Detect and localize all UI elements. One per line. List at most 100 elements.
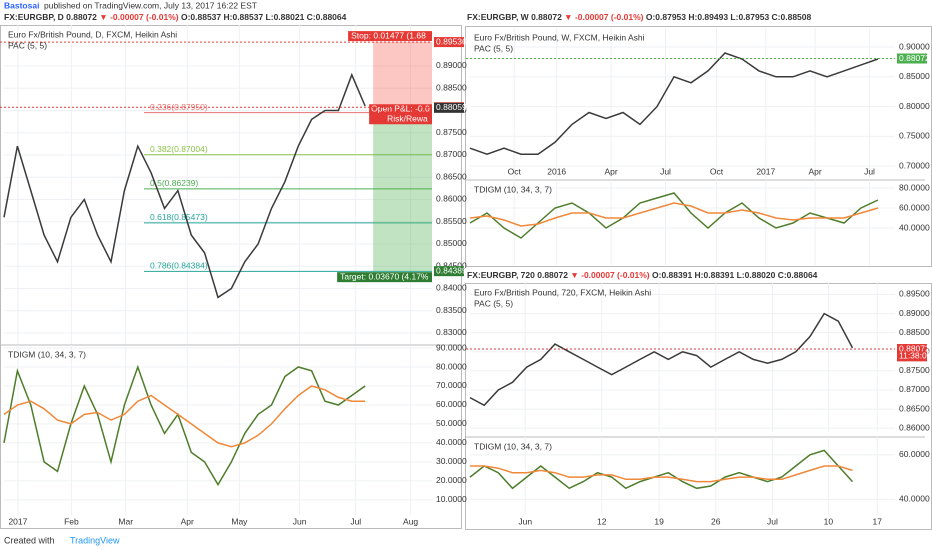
y-tick-label: 0.87500 (899, 365, 930, 375)
stop-zone (373, 42, 432, 108)
fib-label: 0.236(0.87950) (150, 102, 208, 112)
pane-subtitle: PAC (5, 5) (8, 40, 47, 50)
x-tick-label: Apr (604, 166, 617, 176)
x-tick-label: 17 (873, 516, 883, 526)
series-line (3, 72, 366, 299)
y-tick-label: 30.0000 (436, 456, 467, 466)
x-tick-label: Oct (710, 166, 724, 176)
price-tag-label: 0.84389 (436, 265, 467, 275)
y-tick-label: 0.90000 (899, 41, 930, 51)
x-tick-label: Jul (864, 166, 875, 176)
footer-created: Created with (4, 535, 55, 545)
y-tick-label: 0.86500 (436, 171, 467, 181)
target-zone (373, 107, 432, 272)
price-tag (897, 344, 927, 355)
y-tick-label: 0.83000 (436, 327, 467, 337)
symbol-part: O:0.87953 H:0.89493 L:0.87953 C:0.88508 (646, 12, 812, 22)
stop-tag (348, 31, 432, 42)
price-tag (897, 351, 927, 362)
x-tick-label: Feb (64, 516, 79, 526)
price-tag (434, 37, 464, 48)
y-tick-label: 0.89000 (436, 60, 467, 70)
price-tag-label: 11:38:02 (899, 351, 932, 361)
x-tick-label: 19 (654, 516, 664, 526)
x-tick-label: 2017 (8, 516, 27, 526)
y-tick-label: 0.70000 (899, 160, 930, 170)
y-tick-label: 0.86000 (899, 422, 930, 432)
y-tick-label: 0.88500 (899, 327, 930, 337)
y-tick-label: 0.88500 (436, 82, 467, 92)
symbol-line: FX:EURGBP, D 0.88072 ▼ -0.00007 (-0.01%)… (4, 12, 347, 22)
pnl-tag (369, 104, 432, 125)
symbol-part: FX:EURGBP, 720 0.88072 (467, 270, 568, 280)
y-tick-label: 0.80000 (899, 101, 930, 111)
y-tick-label: 0.86500 (899, 403, 930, 413)
published: published on TradingView.com, July 13, 2… (44, 0, 257, 10)
series-line (470, 465, 853, 483)
x-tick-label: 26 (711, 516, 721, 526)
price-tag (434, 266, 464, 277)
footer-brand[interactable]: TradingView (70, 535, 120, 545)
stop-label: Stop: 0.01477 (1.68 (351, 30, 426, 40)
fib-label: 0.786(0.84384) (150, 261, 208, 271)
pane-title: Euro Fx/British Pound, W, FXCM, Heikin A… (474, 32, 645, 42)
symbol-part: FX:EURGBP, D 0.88072 (4, 12, 97, 22)
x-tick-label: Jun (293, 516, 307, 526)
y-tick-label: 70.0000 (436, 380, 467, 390)
x-tick-label: 2016 (547, 166, 566, 176)
x-tick-label: Aug (403, 516, 418, 526)
y-tick-label: 0.85000 (436, 238, 467, 248)
rr-label: Risk/Rewa (387, 113, 428, 123)
x-tick-label: Jul (350, 516, 361, 526)
y-tick-label: 60.0000 (899, 202, 930, 212)
y-tick-label: 40.0000 (436, 437, 467, 447)
series-line (3, 364, 366, 487)
pane-subtitle: PAC (5, 5) (474, 43, 513, 53)
y-tick-label: 0.75000 (899, 131, 930, 141)
target-label: Target: 0.03670 (4.17% (340, 271, 429, 281)
price-tag (434, 102, 464, 113)
symbol-line: FX:EURGBP, 720 0.88072 ▼ -0.00007 (-0.01… (467, 270, 818, 280)
price-tag-label: 0.88072 (899, 343, 930, 353)
x-tick-label: Jul (767, 516, 778, 526)
y-tick-label: 0.87500 (436, 127, 467, 137)
series-line (3, 385, 366, 448)
symbol-part: FX:EURGBP, W 0.88072 (467, 12, 562, 22)
x-tick-label: 2017 (756, 166, 775, 176)
y-tick-label: 20.0000 (436, 475, 467, 485)
price-tag-label: 0.89536 (436, 36, 467, 46)
y-tick-label: 0.87000 (899, 384, 930, 394)
y-tick-label: 0.86000 (436, 194, 467, 204)
series-line (469, 52, 879, 155)
symbol-part: ▼ -0.00007 (-0.01%) (564, 12, 643, 22)
y-tick-label: 0.84000 (436, 283, 467, 293)
symbol-part: ▼ -0.00007 (-0.01%) (99, 12, 178, 22)
y-tick-label: 80.0000 (899, 182, 930, 192)
author[interactable]: Bastosai (4, 0, 39, 10)
y-tick-label: 40.0000 (899, 222, 930, 232)
y-tick-label: 0.85500 (436, 216, 467, 226)
symbol-part: O:0.88391 H:0.88391 L:0.88020 C:0.88064 (652, 270, 818, 280)
symbol-part: ▼ -0.00007 (-0.01%) (570, 270, 649, 280)
y-tick-label: 0.85000 (899, 71, 930, 81)
x-tick-label: May (231, 516, 248, 526)
pane-title: TDIGM (10, 34, 3, 7) (8, 349, 86, 359)
y-tick-label: 50.0000 (436, 418, 467, 428)
y-tick-label: 0.83500 (436, 305, 467, 315)
y-tick-label: 60.0000 (899, 449, 930, 459)
pane-title: TDIGM (10, 34, 3, 7) (474, 184, 552, 194)
x-tick-label: Jul (660, 166, 671, 176)
pnl-label: Open P&L: -0.0 (371, 103, 430, 113)
price-tag-label: 0.88059 (436, 102, 467, 112)
y-tick-label: 0.87000 (436, 149, 467, 159)
x-tick-label: Apr (808, 166, 821, 176)
target-tag (337, 272, 432, 283)
y-tick-label: 80.0000 (436, 361, 467, 371)
y-tick-label: 60.0000 (436, 399, 467, 409)
price-tag-label: 0.88072 (899, 53, 930, 63)
y-tick-label: 90.0000 (436, 342, 467, 352)
fib-label: 0.5(0.86239) (150, 178, 198, 188)
pane-title: TDIGM (10, 34, 3, 7) (474, 441, 552, 451)
price-tag (897, 53, 927, 64)
